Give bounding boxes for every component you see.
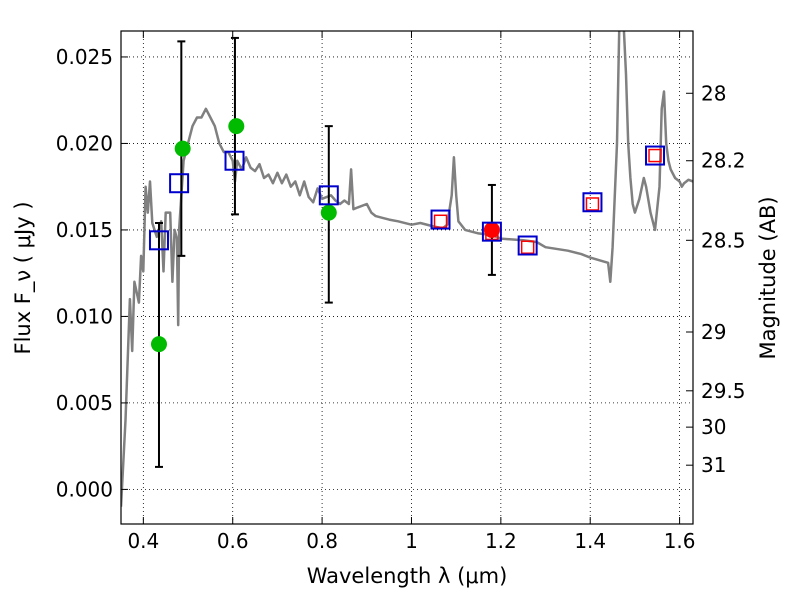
x-tick-label: 1.2: [485, 529, 517, 553]
red-box-marker: [520, 240, 535, 254]
right-tick-label: 30: [701, 415, 726, 439]
red-box-marker: [585, 197, 600, 211]
y-axis-label: Flux F_ν ( μJy ): [11, 201, 36, 354]
y-tick-label: 0.015: [56, 218, 113, 242]
plot-frame: [120, 30, 694, 525]
x-tick-label: 0.8: [306, 529, 338, 553]
blue-box-marker: [517, 235, 538, 256]
x-tick-label: 1.6: [664, 529, 696, 553]
x-axis-label: Wavelength λ (μm): [307, 564, 508, 588]
x-tick-label: 0.6: [217, 529, 249, 553]
right-tick-label: 28.5: [701, 228, 746, 252]
grid: [121, 31, 693, 524]
blue-box-marker: [481, 221, 502, 242]
model-spectrum-line: [121, 31, 693, 507]
plot-area: [121, 31, 693, 507]
ticks: 0.4 0.6 0.8 1 1.2 1.4 1.6 0.000 0.005 0.010 0.015 0…: [56, 31, 746, 553]
right-tick-label: 28: [701, 81, 726, 105]
y-tick-label: 0.000: [56, 477, 113, 501]
green-data-point: [174, 140, 191, 157]
y-tick-label: 0.025: [56, 45, 113, 69]
right-axis-label: Magnitude (AB): [756, 196, 780, 359]
red-data-point: [483, 221, 500, 238]
right-tick-label: 31: [701, 453, 726, 477]
green-data-point: [150, 336, 167, 353]
blue-box-marker: [430, 209, 451, 230]
y-tick-label: 0.005: [56, 391, 113, 415]
x-tick-label: 1.4: [574, 529, 606, 553]
blue-box-marker: [148, 230, 169, 251]
blue-box-marker: [318, 185, 339, 206]
blue-box-marker: [582, 192, 603, 213]
blue-box-marker: [645, 145, 666, 166]
green-data-point: [320, 204, 337, 221]
right-tick-label: 29: [701, 320, 726, 344]
red-box-marker: [648, 148, 662, 163]
green-data-point: [228, 118, 245, 135]
y-tick-label: 0.020: [56, 131, 113, 155]
red-box-marker: [485, 226, 499, 241]
x-tick-label: 1: [405, 529, 418, 553]
x-tick-label: 0.4: [127, 529, 159, 553]
blue-box-marker: [169, 173, 190, 194]
right-tick-label: 29.5: [701, 379, 746, 403]
red-box-marker: [433, 214, 448, 229]
y-tick-label: 0.010: [56, 304, 113, 328]
blue-box-marker: [224, 150, 245, 171]
right-tick-label: 28.2: [701, 149, 746, 173]
